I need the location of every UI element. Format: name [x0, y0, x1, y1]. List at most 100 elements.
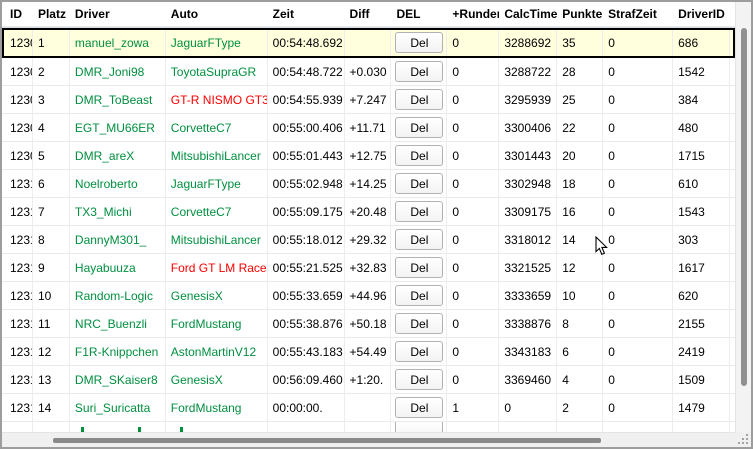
cell-driverid: 1543 [673, 198, 731, 226]
cell-del: Del [391, 28, 448, 58]
horizontal-scrollbar[interactable] [2, 432, 751, 447]
del-button[interactable]: Del [395, 369, 444, 390]
cell-calctime: 3288692 [499, 28, 558, 58]
column-header-del[interactable]: DEL [391, 2, 448, 27]
cell-auto: JaguarFType [165, 28, 268, 58]
cell-auto: JaguarFType [165, 170, 268, 198]
cell-zeit: 00:56:09.460 [267, 366, 345, 394]
column-header-punkte[interactable]: Punkte [557, 2, 604, 27]
column-header-filler [730, 2, 735, 27]
cell-driver: TX3_Michi [69, 198, 166, 226]
partial-row [2, 422, 735, 432]
cell-filler [730, 86, 736, 114]
cell-calctime: 0 [499, 394, 558, 422]
cell-id: 1230 [2, 86, 33, 114]
cell-runden: 1 [447, 394, 500, 422]
cell-platz: 1 [32, 28, 70, 58]
cell-calctime: 3300406 [499, 114, 558, 142]
del-button[interactable]: Del [395, 257, 444, 278]
cell-strafzeit: 0 [603, 366, 674, 394]
del-button[interactable]: Del [395, 145, 444, 166]
cell-runden: 0 [447, 142, 500, 170]
del-button[interactable]: Del [395, 397, 444, 418]
cell-filler [730, 366, 736, 394]
vertical-scrollbar-thumb[interactable] [741, 28, 747, 386]
column-header-driverid[interactable]: DriverID [673, 2, 730, 27]
del-button[interactable]: Del [395, 89, 444, 110]
cell-auto: MitsubishiLancer [165, 226, 268, 254]
cell-auto: AstonMartinV12 [165, 338, 268, 366]
del-button[interactable]: Del [395, 313, 444, 334]
column-header-diff[interactable]: Diff [344, 2, 392, 27]
column-header-zeit[interactable]: Zeit [267, 2, 345, 27]
del-button-clipped[interactable] [395, 422, 444, 432]
cell-diff: +11.71 [344, 114, 392, 142]
del-button[interactable]: Del [395, 32, 444, 53]
cell-del: Del [391, 170, 448, 198]
cell-driverid: 620 [673, 282, 731, 310]
cell-diff: +50.18 [344, 310, 392, 338]
cell-auto: FordMustang [165, 394, 268, 422]
cell-filler [730, 142, 736, 170]
del-button[interactable]: Del [395, 61, 444, 82]
cell-runden: 0 [447, 254, 500, 282]
cell-driverid: 1715 [673, 142, 731, 170]
cell-platz: 7 [32, 198, 70, 226]
cell-driver: DannyM301_ [69, 226, 166, 254]
vertical-scrollbar[interactable] [735, 2, 751, 432]
cell-diff: +20.48 [344, 198, 392, 226]
cell-driverid: 1479 [673, 394, 731, 422]
table-row[interactable]: 1230 3 DMR_ToBeast GT-R NISMO GT3 '13 00… [2, 86, 736, 114]
cell-calctime: 3338876 [499, 310, 558, 338]
cell-calctime: 3333659 [499, 282, 558, 310]
cell-runden: 0 [447, 58, 500, 86]
cell-calctime: 3302948 [499, 170, 558, 198]
column-header-auto[interactable]: Auto [165, 2, 268, 27]
cell-runden: 0 [447, 28, 500, 58]
cell-auto: CorvetteC7 [165, 198, 268, 226]
column-header-strafzeit[interactable]: StrafZeit [603, 2, 674, 27]
cell-zeit: 00:55:21.525 [267, 254, 345, 282]
cell-auto: GT-R NISMO GT3 '13 [165, 86, 268, 114]
cell-punkte: 16 [557, 198, 604, 226]
del-button[interactable]: Del [395, 341, 444, 362]
del-button[interactable]: Del [395, 285, 444, 306]
column-header-platz[interactable]: Platz [32, 2, 70, 27]
cell-driverid: 1542 [673, 58, 731, 86]
table-row[interactable]: 1230 2 DMR_Joni98 ToyotaSupraGR 00:54:48… [2, 58, 736, 86]
table-row[interactable]: 1230 4 EGT_MU66ER CorvetteC7 00:55:00.40… [2, 114, 736, 142]
cell-filler [730, 114, 736, 142]
cell-zeit: 00:54:55.939 [267, 86, 345, 114]
del-button[interactable]: Del [395, 117, 444, 138]
cell-driver: Random-Logic [69, 282, 166, 310]
column-header-calctime[interactable]: CalcTime [499, 2, 558, 27]
del-button[interactable]: Del [395, 229, 444, 250]
horizontal-scrollbar-thumb[interactable] [53, 438, 601, 443]
del-button[interactable]: Del [395, 201, 444, 222]
table-row[interactable]: 1230 1 manuel_zowa JaguarFType 00:54:48.… [2, 28, 736, 58]
resize-grip-icon[interactable] [735, 432, 751, 447]
table-row[interactable]: 1230 5 DMR_areX MitsubishiLancer 00:55:0… [2, 142, 736, 170]
column-header-driver[interactable]: Driver [69, 2, 166, 27]
column-header-runden[interactable]: +Runden [447, 2, 500, 27]
cell-punkte: 6 [557, 338, 604, 366]
cell-filler [730, 394, 736, 422]
column-header-id[interactable]: ID [2, 2, 33, 27]
cell-filler [730, 170, 736, 198]
del-button[interactable]: Del [395, 173, 444, 194]
cell-strafzeit: 0 [603, 58, 674, 86]
cell-runden: 0 [447, 226, 500, 254]
cell-driverid: 686 [673, 28, 731, 58]
cell-zeit: 00:55:43.183 [267, 338, 345, 366]
